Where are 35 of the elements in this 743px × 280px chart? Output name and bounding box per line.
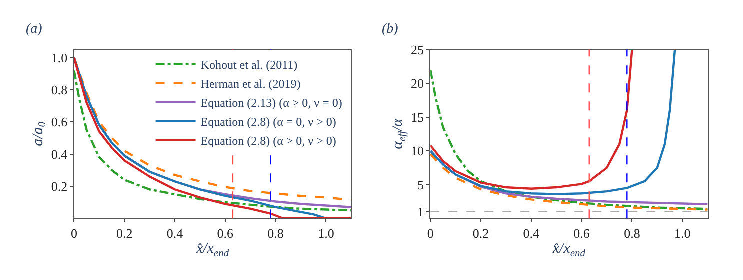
y-tick-label: 20	[411, 76, 424, 92]
x-tick-label: 1.0	[674, 226, 691, 242]
x-tick-label: 0.6	[574, 226, 590, 242]
y-tick-label: 1.0	[51, 50, 68, 66]
x-tick-label: 1.0	[318, 226, 334, 242]
line-series	[430, 68, 708, 210]
y-tick-label: 0.8	[51, 82, 68, 98]
x-tick-label: 0.4	[166, 226, 184, 242]
y-tick-label: 1	[418, 204, 424, 220]
y-tick-label: 5	[418, 177, 424, 192]
y-tick-label: 0.4	[51, 146, 68, 162]
x-tick-label: 0.4	[523, 226, 540, 242]
x-tick-label: 0	[70, 226, 78, 242]
x-tick-label: 0	[427, 226, 434, 242]
y-tick-label: 0.2	[51, 178, 68, 194]
x-tick-label: 0.6	[217, 226, 234, 242]
x-axis-title: x̂/x$_{end}$	[552, 241, 586, 260]
y-tick-label: 25	[411, 42, 424, 58]
x-axis-title: x̂/x$_{end}$	[195, 241, 230, 260]
x-tick-label: 0.8	[268, 226, 284, 242]
y-tick-label: 15	[411, 110, 424, 125]
x-tick-label: 0.8	[624, 226, 640, 242]
legend-label: Equation (2.8) (α = 0, ν > 0)	[200, 114, 336, 129]
chart-title: (b)	[382, 22, 399, 37]
legend-label: Kohout et al. (2011)	[200, 58, 298, 72]
y-tick-label: 10	[411, 144, 424, 159]
chart-title: (a)	[26, 22, 43, 37]
legend-label: Equation (2.13) (α > 0, ν = 0)	[200, 96, 342, 110]
line-series	[430, 50, 634, 190]
y-tick-label: 0.6	[51, 114, 68, 130]
legend-label: Herman et al. (2019)	[200, 76, 301, 91]
line-series	[430, 50, 676, 196]
legend-label: Equation (2.8) (α > 0, ν > 0)	[200, 134, 336, 148]
x-tick-label: 0.2	[116, 226, 133, 242]
x-tick-label: 0.2	[472, 226, 490, 242]
